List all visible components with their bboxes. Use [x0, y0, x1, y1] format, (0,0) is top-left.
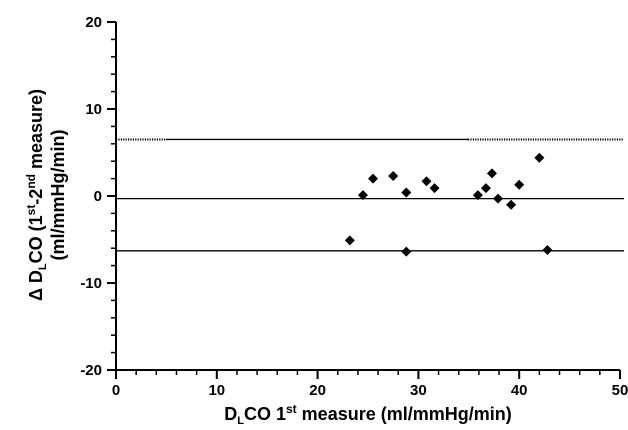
ticks: 20 10 0 -10 -20 0 10 20 30 40 50	[80, 14, 628, 399]
x-tick-label: 40	[511, 382, 528, 399]
y-tick-label: -20	[80, 362, 102, 379]
data-point-diamond	[506, 199, 517, 210]
data-point-diamond	[480, 183, 491, 194]
data-points	[344, 152, 553, 257]
data-point-diamond	[472, 190, 483, 201]
data-point-diamond	[514, 179, 525, 190]
x-tick-label: 20	[309, 382, 326, 399]
y-tick-label: 10	[85, 101, 102, 118]
data-point-diamond	[486, 168, 497, 179]
x-tick-label: 0	[112, 382, 120, 399]
data-point-diamond	[429, 183, 440, 194]
y-tick-label: 0	[94, 188, 102, 205]
x-tick-label: 50	[612, 382, 628, 399]
axes	[115, 22, 620, 371]
x-axis-title: DLCO 1st measure (ml/mmHg/min)	[224, 402, 511, 427]
y-tick-label: 20	[85, 14, 102, 31]
data-point-diamond	[542, 244, 553, 255]
reference-lines	[116, 138, 624, 252]
x-tick-label: 30	[410, 382, 427, 399]
y-axis-title-line2: (ml/mmHg/min)	[48, 129, 68, 260]
data-point-diamond	[388, 170, 399, 181]
data-point-diamond	[534, 152, 545, 163]
data-point-diamond	[401, 187, 412, 198]
x-tick-label: 10	[208, 382, 225, 399]
data-point-diamond	[344, 235, 355, 246]
y-tick-label: -10	[80, 275, 102, 292]
data-point-diamond	[421, 176, 432, 187]
y-axis-title-line1: Δ DLCO (1st-2nd measure)	[24, 89, 49, 301]
data-point-diamond	[368, 173, 379, 184]
data-point-diamond	[357, 190, 368, 201]
data-point-diamond	[401, 246, 412, 257]
data-point-diamond	[493, 193, 504, 204]
